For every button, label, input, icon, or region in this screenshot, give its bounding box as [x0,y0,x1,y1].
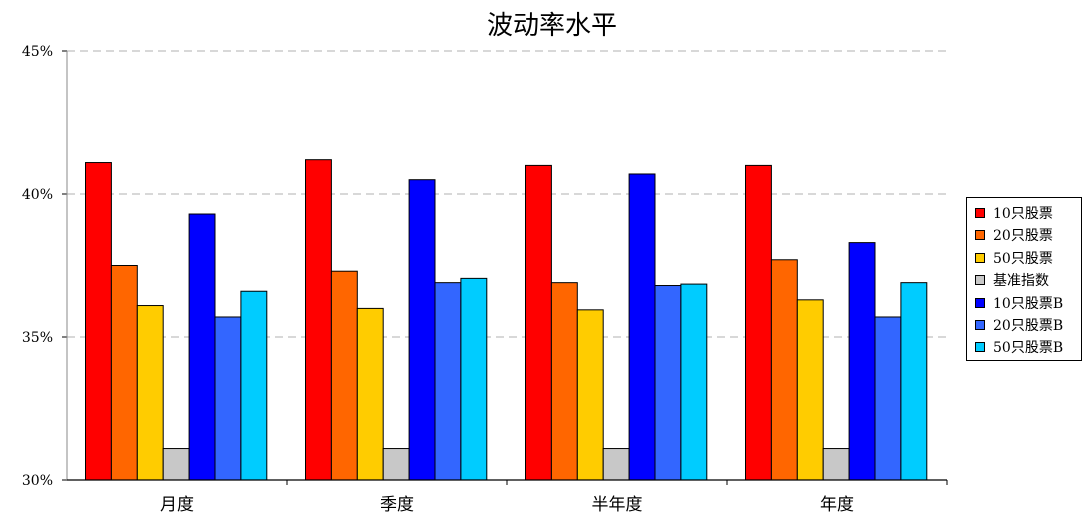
legend-label: 10只股票 [993,206,1053,222]
bar [110,265,138,481]
legend-item: 10只股票 [975,203,1053,223]
legend-label: 50只股票B [993,340,1064,357]
y-tick-label: 40% [22,187,53,203]
bars [85,159,928,481]
legend-item: 20只股票B [975,315,1063,335]
legend-swatch [975,230,985,241]
legend-label: 20只股票B [993,318,1064,334]
bar [162,448,190,481]
y-tick-label: 35% [22,330,53,346]
legend: 10只股票 20只股票 50只股票基准指数 10只股票B 20只股票B 50只股票B [966,197,1082,361]
bar [745,164,772,481]
legend-label: 基准指数 [993,273,1049,290]
bar [85,162,112,481]
bar [356,307,384,481]
bar [188,213,216,481]
legend-swatch [975,320,985,330]
legend-label: 50只股票 [993,250,1053,267]
bar [136,305,164,481]
legend-swatch [975,252,985,263]
x-tick-label: 月度 [160,495,194,515]
bar [628,173,656,481]
bar [680,283,708,481]
bar [330,270,358,481]
bar [796,299,824,481]
bar [550,282,578,481]
y-tick-label: 30% [22,473,53,489]
bar [525,164,552,481]
legend-swatch [975,208,985,218]
bar [240,290,268,481]
legend-swatch [975,275,985,286]
legend-swatch [975,297,985,308]
bar [900,282,928,481]
bar [848,242,876,481]
bar [382,448,410,481]
legend-label: 20只股票 [993,228,1053,245]
legend-item: 50只股票B [975,337,1063,357]
bar [654,285,682,481]
legend-item: 20只股票 [975,225,1053,245]
legend-swatch [975,342,985,353]
bar [214,316,242,481]
bar [770,259,798,481]
y-tick-label: 45% [22,44,53,60]
legend-label: 10只股票B [993,295,1064,312]
legend-item: 基准指数 [975,270,1049,290]
bar [460,277,488,481]
axes: 30% 35% 40% 45% 月度 季度 半年度 年度 [22,44,948,515]
bar [822,448,850,481]
x-tick-label: 年度 [820,495,854,515]
legend-item: 10只股票B [975,293,1063,313]
bar [408,179,436,481]
chart-title: 波动率水平 [487,11,617,41]
bar [576,309,604,481]
bar [874,316,902,481]
bar [602,448,630,481]
x-tick-label: 季度 [380,495,414,515]
bar [305,159,332,481]
bar [434,282,462,481]
x-tick-label: 半年度 [592,495,643,515]
legend-item: 50只股票 [975,248,1053,268]
